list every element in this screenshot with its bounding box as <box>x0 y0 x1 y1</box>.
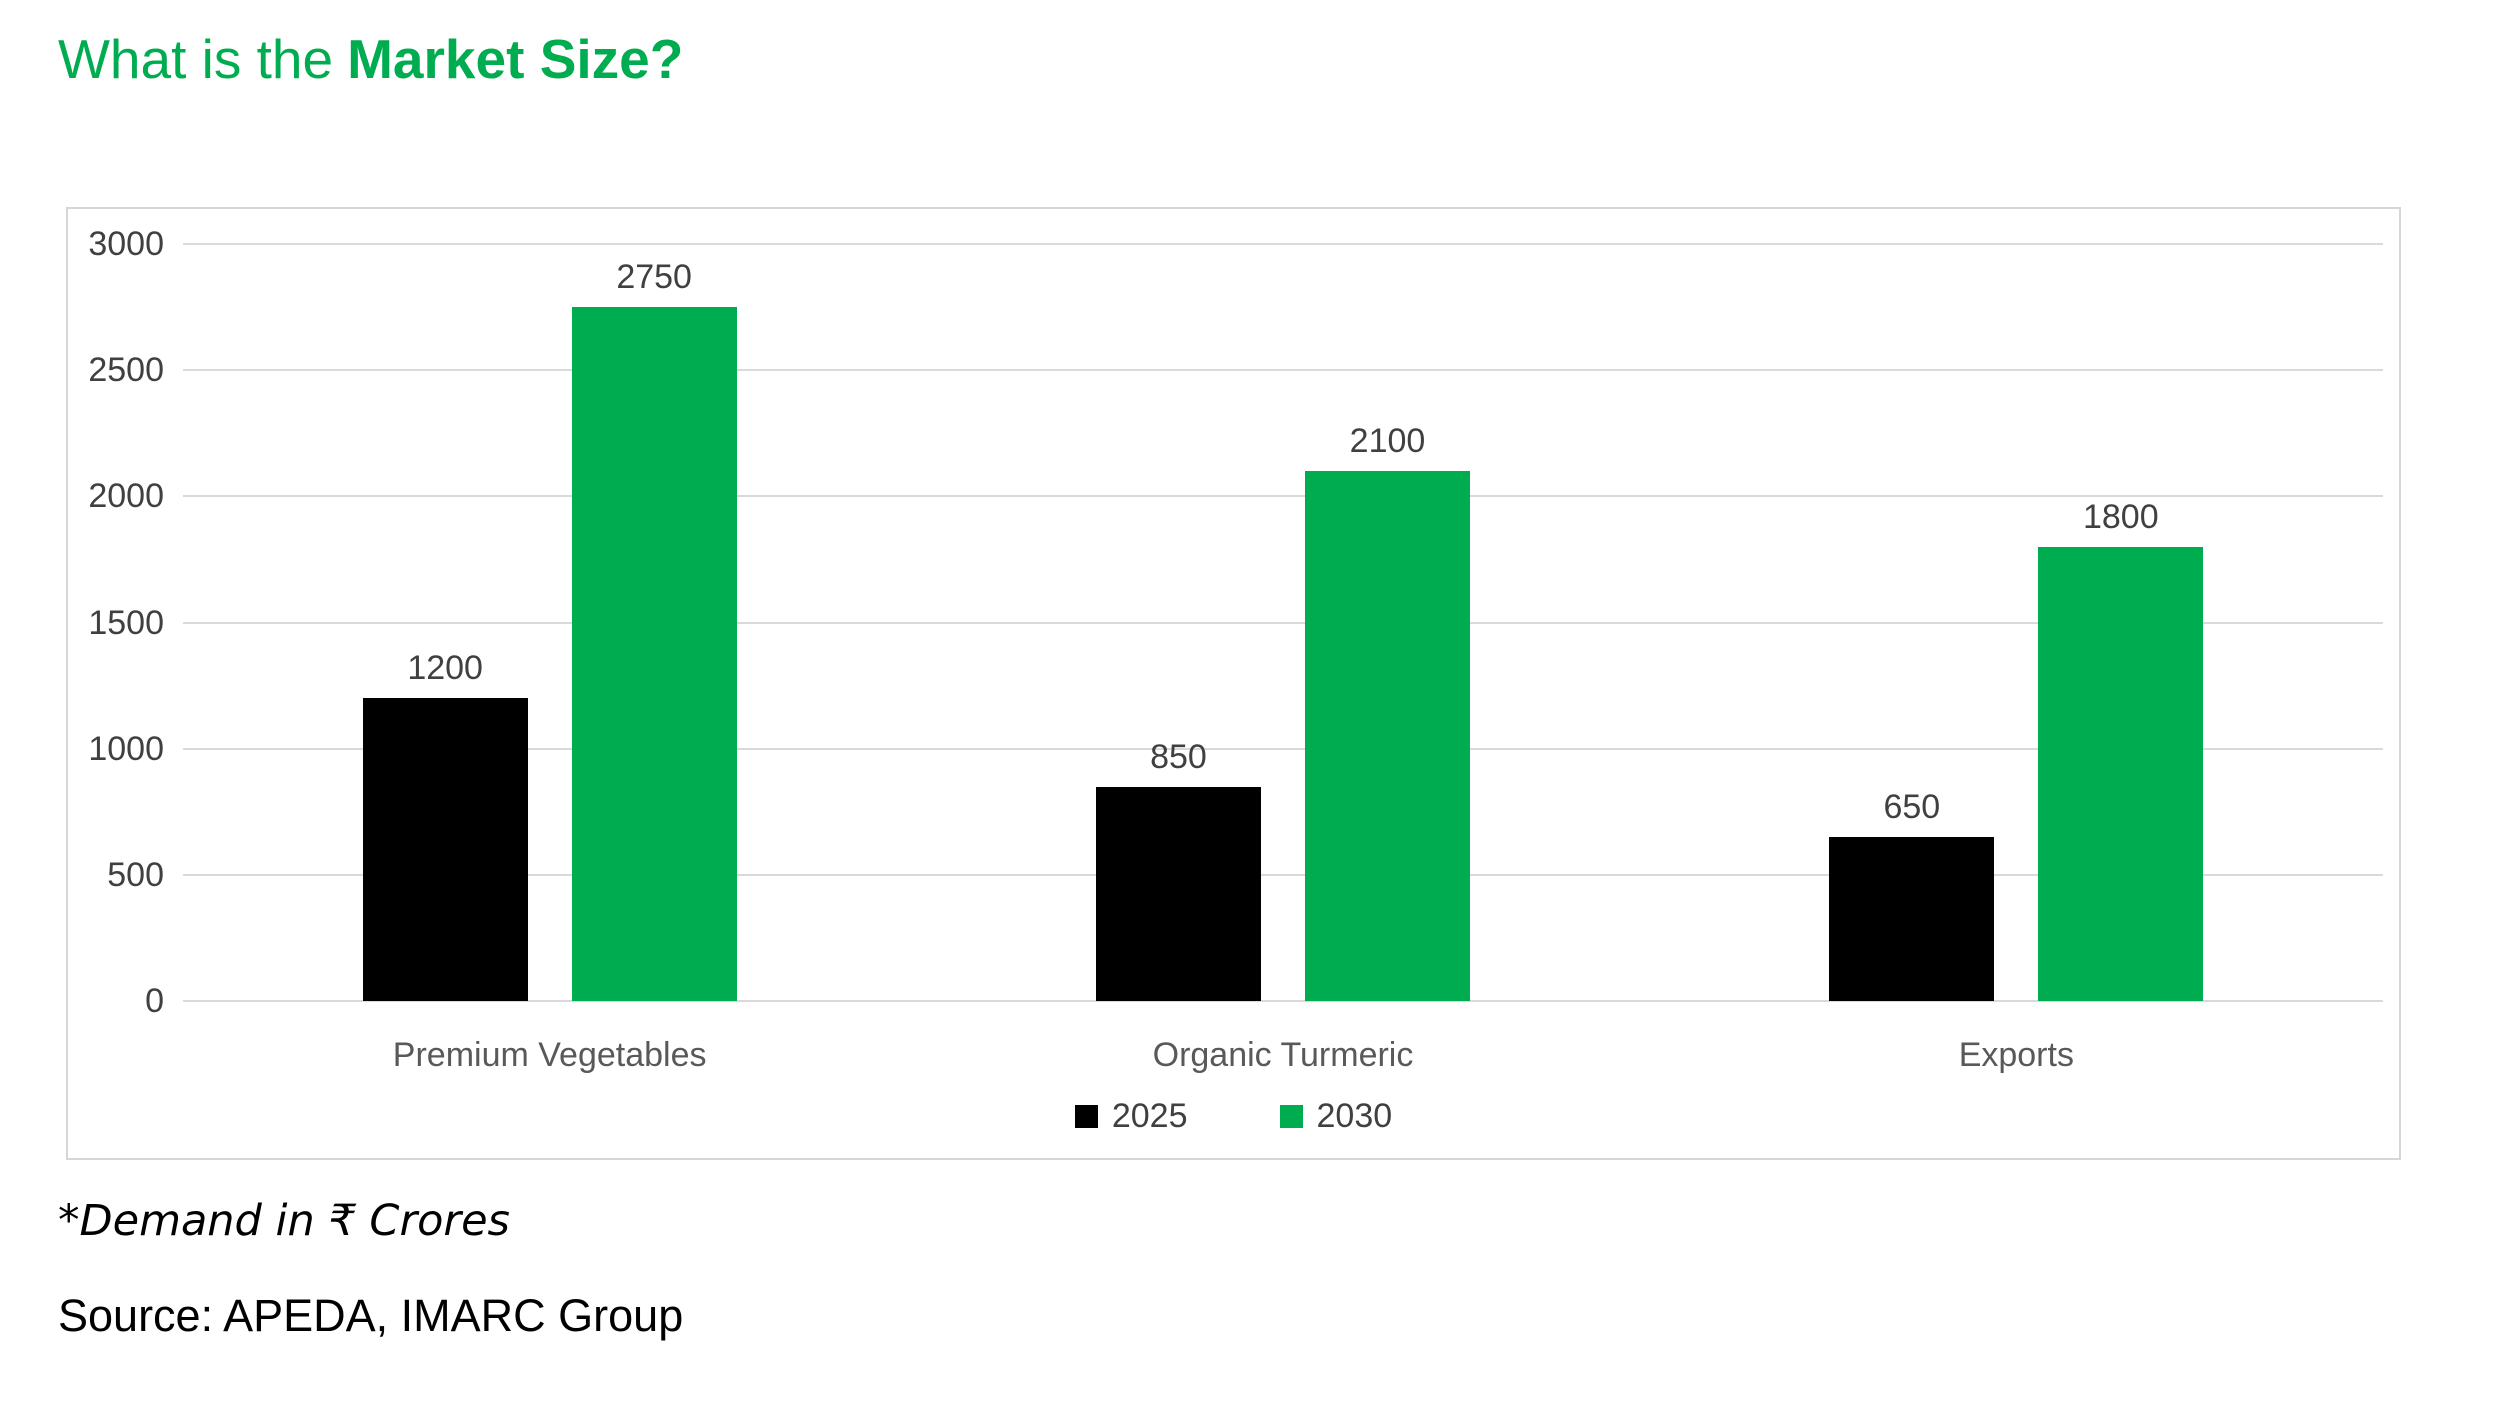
y-tick-label: 3000 <box>88 225 164 263</box>
category-label: Organic Turmeric <box>1152 1036 1414 1074</box>
y-tick-label: 2000 <box>88 477 164 516</box>
legend-label-2030: 2030 <box>1316 1097 1393 1135</box>
gridline <box>183 495 2383 498</box>
legend-label-2025: 2025 <box>1111 1097 1188 1135</box>
legend-item-2025: 2025 <box>1074 1097 1188 1136</box>
bar-column-2030: 2750 <box>571 258 737 1001</box>
gridline <box>183 873 2383 876</box>
gridline <box>183 1000 2383 1002</box>
bar-column-2025: 850 <box>1095 738 1261 1001</box>
chart-area: 0 500 1000 1500 2000 2500 3000 1200 2750 850 2100… <box>66 207 2401 1160</box>
bar-column-2025: 1200 <box>362 649 528 1001</box>
legend-swatch-2025 <box>1074 1105 1098 1128</box>
legend-item-2030: 2030 <box>1279 1097 1393 1136</box>
y-tick-label: 0 <box>145 982 164 1020</box>
gridline <box>183 747 2383 750</box>
bar-2025 <box>1095 787 1261 1001</box>
y-tick-label: 1500 <box>88 603 164 642</box>
bar-column-2025: 650 <box>1829 788 1995 1001</box>
y-tick-label: 2500 <box>88 351 164 390</box>
gridline <box>183 621 2383 624</box>
legend-swatch-2030 <box>1279 1105 1303 1128</box>
category-label: Premium Vegetables <box>392 1036 707 1074</box>
bar-value-label: 1200 <box>407 649 483 687</box>
bar-2025 <box>362 698 528 1001</box>
chart-legend: 2025 2030 <box>68 1097 2399 1136</box>
bars-plot-area: 1200 2750 850 2100 650 1800 <box>183 244 2383 1001</box>
footnote: *Demand in ₹ Crores <box>58 1196 510 1246</box>
bar-group: 1200 2750 <box>183 244 916 1001</box>
bar-value-label: 1800 <box>2082 498 2159 536</box>
bar-2025 <box>1829 837 1995 1001</box>
page-title-regular: What is the <box>58 28 334 90</box>
category-label: Exports <box>1958 1036 2074 1074</box>
page-title-bold: Market Size? <box>347 28 684 90</box>
source-attribution: Source: APEDA, IMARC Group <box>58 1290 684 1341</box>
gridline <box>183 369 2383 372</box>
bar-2030 <box>2038 547 2204 1001</box>
bar-2030 <box>571 307 737 1001</box>
bar-group: 850 2100 <box>916 244 1649 1001</box>
bar-value-label: 2750 <box>616 258 692 296</box>
bar-value-label: 850 <box>1150 738 1207 776</box>
y-tick-label: 500 <box>107 855 164 894</box>
y-tick-label: 1000 <box>88 729 164 768</box>
bar-group: 650 1800 <box>1650 244 2383 1001</box>
bar-column-2030: 1800 <box>2038 498 2204 1001</box>
bar-value-label: 2100 <box>1349 422 1426 460</box>
bar-2030 <box>1304 471 1470 1001</box>
page-title: What is the Market Size? <box>58 26 683 92</box>
x-axis-category-labels: Premium Vegetables Organic Turmeric Export… <box>183 1027 2383 1083</box>
bar-value-label: 650 <box>1883 788 1941 826</box>
bar-column-2030: 2100 <box>1304 422 1470 1001</box>
gridline <box>183 243 2383 245</box>
